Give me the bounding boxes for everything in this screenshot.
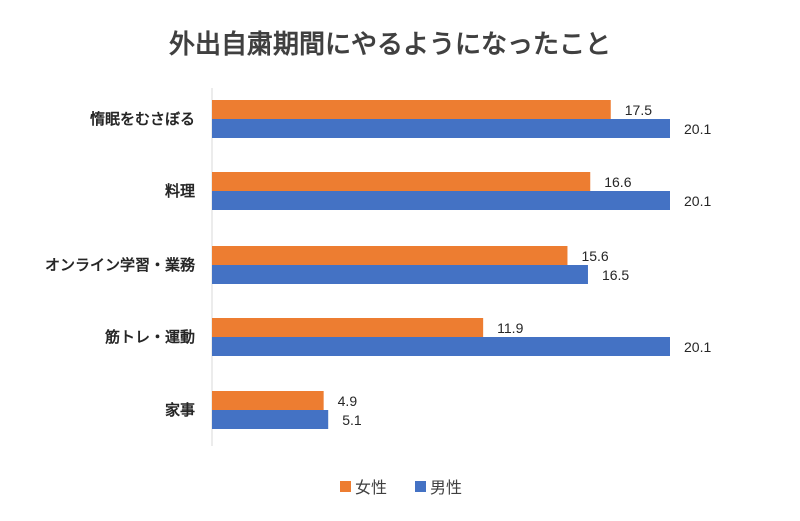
legend-swatch-male [415,481,426,492]
bar-male [212,337,670,356]
legend-label-male: 男性 [430,478,462,497]
bar-female [212,391,324,410]
legend-label-female: 女性 [355,478,387,497]
bar-female [212,318,484,337]
bars [212,100,670,429]
bar-male [212,119,670,138]
data-label: 11.9 [497,320,523,336]
bar-female [212,172,591,191]
data-label: 20.1 [684,193,711,209]
bar-male [212,265,588,284]
category-label: 惰眠をむさぼる [90,110,195,128]
category-label: オンライン学習・業務 [45,256,196,274]
data-label: 4.9 [338,393,358,409]
category-label: 家事 [165,401,195,419]
data-label: 16.6 [604,174,631,190]
legend-swatch-female [340,481,351,492]
bar-female [212,100,611,119]
data-label: 16.5 [602,267,629,283]
bar-female [212,246,568,265]
data-label: 20.1 [684,121,711,137]
data-label: 20.1 [684,339,711,355]
bar-male [212,191,670,210]
data-label: 5.1 [342,412,362,428]
category-label: 筋トレ・運動 [104,328,195,346]
bar-male [212,410,329,429]
chart-title: 外出自粛期間にやるようになったこと [169,29,611,60]
data-label: 17.5 [625,102,652,118]
legend: 女性 男性 [340,478,462,497]
data-labels: 17.5 20.1 16.6 20.1 15.6 16.5 11.9 20.1 4.9 5.1 [338,102,712,428]
data-label: 15.6 [581,248,608,264]
category-label: 料理 [165,182,195,200]
